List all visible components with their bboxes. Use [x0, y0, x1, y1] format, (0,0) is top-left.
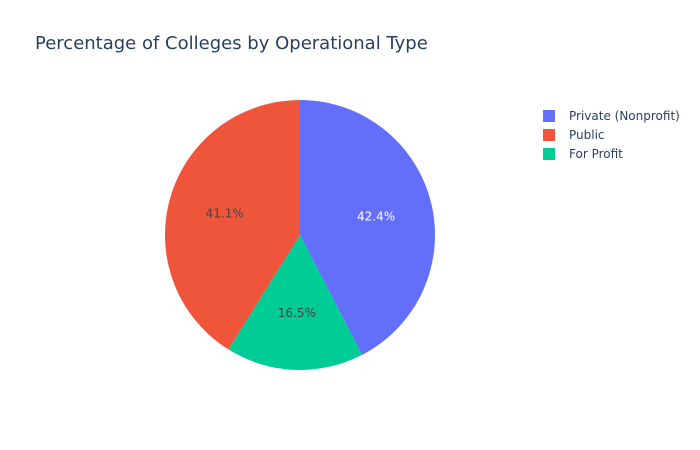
legend-item-for-profit[interactable]: For Profit — [543, 144, 680, 163]
pie-slice-label: 16.5% — [278, 306, 316, 320]
legend-label: Public — [569, 127, 605, 142]
legend-swatch — [543, 109, 555, 122]
legend-item-public[interactable]: Public — [543, 125, 680, 144]
legend-item-private-nonprofit[interactable]: Private (Nonprofit) — [543, 106, 680, 125]
legend-label: For Profit — [569, 146, 623, 161]
pie-slice-for-profit[interactable] — [228, 235, 363, 370]
pie-slices — [165, 100, 435, 370]
pie-slice-public[interactable] — [165, 100, 300, 350]
legend: Private (Nonprofit) Public For Profit — [543, 106, 680, 163]
legend-swatch — [543, 147, 555, 160]
legend-label: Private (Nonprofit) — [569, 108, 680, 123]
chart-title: Percentage of Colleges by Operational Ty… — [35, 33, 428, 54]
pie-slice-private-nonprofit[interactable] — [300, 100, 435, 355]
pie-slice-label: 42.4% — [357, 209, 395, 223]
legend-swatch — [543, 128, 555, 141]
pie-slice-label: 41.1% — [206, 206, 244, 220]
pie-slice-labels: 42.4% 16.5% 41.1% — [206, 206, 395, 320]
